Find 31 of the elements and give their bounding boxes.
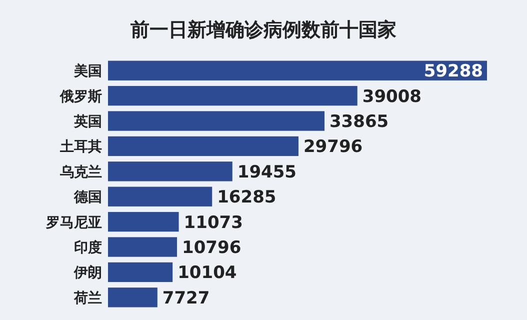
bar bbox=[108, 86, 358, 106]
data-label: 7727 bbox=[162, 288, 210, 308]
data-label: 39008 bbox=[362, 86, 422, 107]
data-label: 11073 bbox=[184, 212, 243, 233]
y-tick-label: 美国 bbox=[73, 62, 102, 80]
y-tick-label: 伊朗 bbox=[73, 264, 102, 282]
data-label: 16285 bbox=[217, 188, 276, 208]
bar bbox=[108, 237, 178, 257]
data-label: 10104 bbox=[178, 263, 237, 284]
data-label: 19455 bbox=[237, 162, 297, 182]
y-tick-label: 荷兰 bbox=[73, 289, 102, 306]
chart-title: 前一日新增确诊病例数前十国家 bbox=[130, 19, 396, 41]
bar bbox=[108, 186, 212, 206]
bar bbox=[108, 162, 232, 182]
y-tick-label: 乌克兰 bbox=[59, 163, 102, 180]
bar bbox=[108, 111, 324, 131]
y-tick-label: 德国 bbox=[73, 190, 102, 206]
y-tick-label: 英国 bbox=[73, 114, 102, 130]
y-tick-label: 罗马尼亚 bbox=[45, 214, 102, 231]
data-label: 59288 bbox=[424, 62, 483, 82]
bar bbox=[108, 60, 487, 80]
y-tick-label: 印度 bbox=[74, 239, 102, 256]
data-label: 29796 bbox=[303, 137, 363, 158]
data-label: 10796 bbox=[182, 238, 242, 258]
y-tick-label: 土耳其 bbox=[59, 139, 102, 156]
bar bbox=[108, 212, 179, 232]
bar bbox=[108, 288, 158, 308]
bar bbox=[108, 262, 173, 282]
data-label: 33865 bbox=[329, 112, 389, 132]
bar bbox=[108, 136, 298, 156]
y-tick-label: 俄罗斯 bbox=[59, 88, 102, 105]
